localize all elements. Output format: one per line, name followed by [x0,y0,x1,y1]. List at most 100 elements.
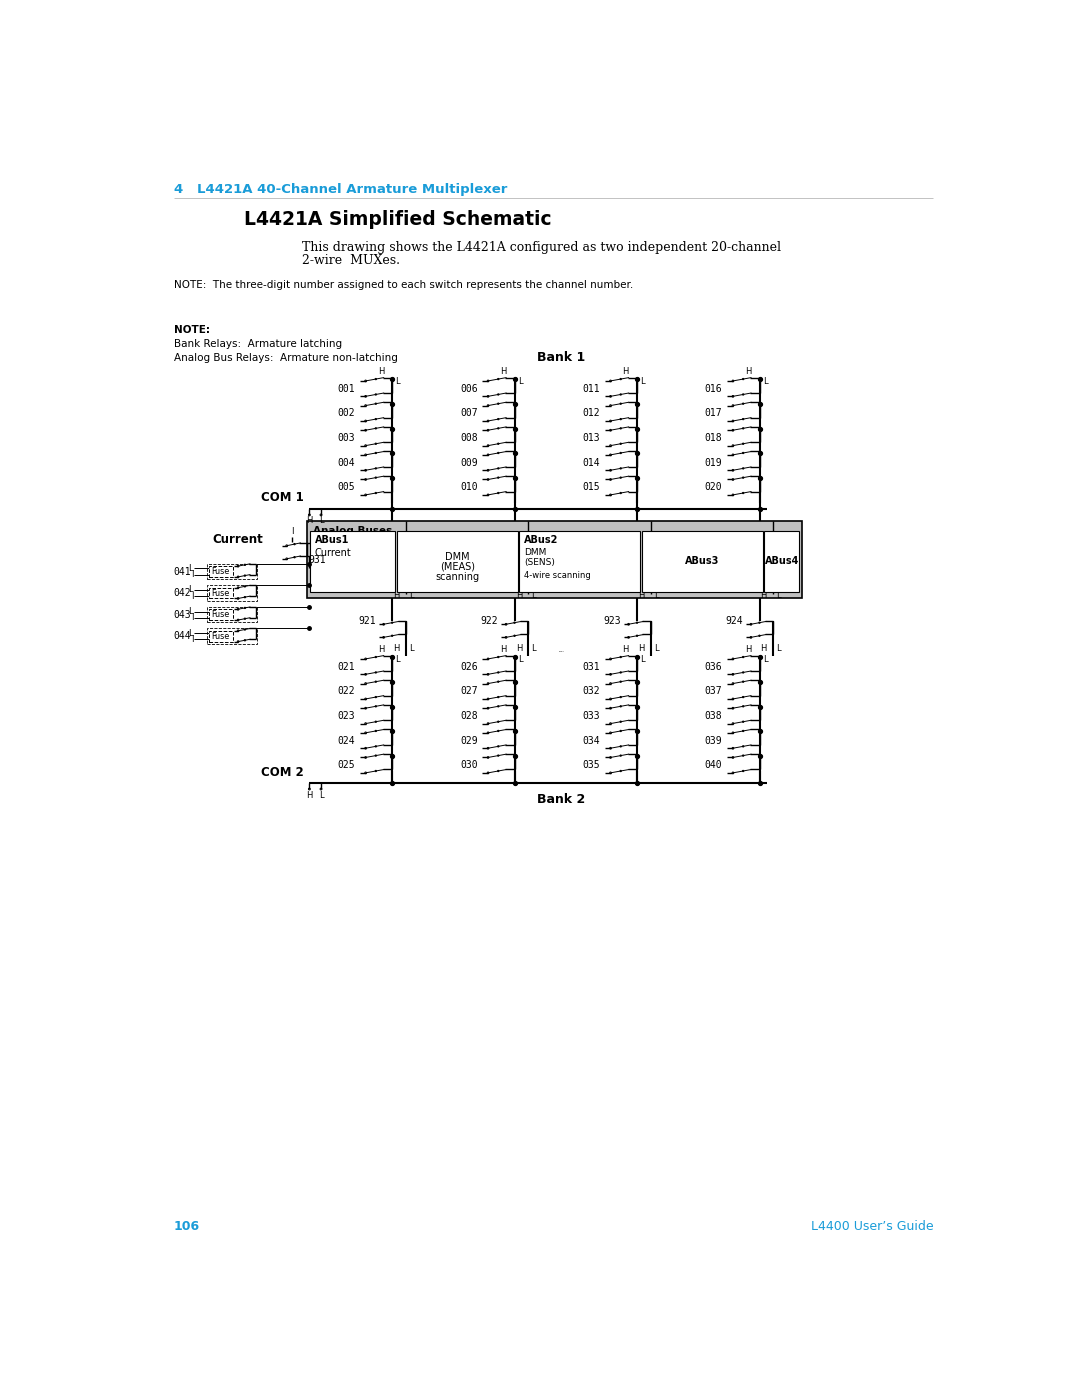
Text: 032: 032 [582,686,600,696]
Text: 004: 004 [337,458,355,468]
Bar [207,564,257,580]
Text: H: H [760,591,767,599]
Text: 923: 923 [603,616,621,626]
Text: scanning: scanning [435,571,480,583]
Text: 921: 921 [357,616,376,626]
Text: H: H [638,644,645,652]
Text: L: L [189,629,193,637]
Text: 025: 025 [337,760,355,770]
Text: 002: 002 [337,408,355,418]
Bar [397,531,517,592]
Text: 036: 036 [705,662,723,672]
Text: H: H [393,644,400,652]
Text: L: L [640,377,645,386]
Text: 029: 029 [460,735,477,746]
Text: 042: 042 [173,588,191,598]
Text: This drawing shows the L4421A configured as two independent 20-channel: This drawing shows the L4421A configured… [301,240,781,254]
Text: 018: 018 [705,433,723,443]
Text: 931: 931 [309,555,326,564]
Text: 031: 031 [582,662,600,672]
Text: 914: 914 [726,562,743,571]
Text: L: L [189,564,193,573]
Text: L: L [319,517,323,525]
Text: Current: Current [314,548,352,557]
Text: H: H [378,367,384,376]
Text: 024: 024 [337,735,355,746]
Text: L: L [409,591,414,599]
Text: COM 1: COM 1 [261,490,303,504]
Text: (SENS): (SENS) [524,559,555,567]
Text: ABus4: ABus4 [765,556,799,567]
Text: 006: 006 [460,384,477,394]
Text: L: L [777,644,781,652]
Text: 011: 011 [582,384,600,394]
Text: I: I [191,613,193,622]
Text: Fuse: Fuse [212,588,230,598]
Text: ABus2: ABus2 [524,535,558,545]
Text: 026: 026 [460,662,477,672]
Text: COM 2: COM 2 [261,767,303,780]
Bar [207,606,257,622]
Text: L: L [395,655,400,664]
Text: 4-wire scanning: 4-wire scanning [524,571,591,580]
Bar [208,588,233,598]
Text: 037: 037 [705,686,723,696]
Text: 911: 911 [357,562,376,571]
Text: H: H [622,367,629,376]
Text: 017: 017 [705,408,723,418]
Text: H: H [622,645,629,654]
Text: 040: 040 [705,760,723,770]
Text: H: H [307,791,312,799]
Text: L: L [189,608,193,616]
Bar [642,531,762,592]
Text: L: L [653,591,659,599]
Text: 019: 019 [705,458,723,468]
Text: Fuse: Fuse [212,567,230,576]
Text: L: L [653,644,659,652]
Bar [208,631,233,641]
Text: H: H [745,367,752,376]
Bar [207,585,257,601]
Bar [519,531,640,592]
Text: 922: 922 [481,616,498,626]
Text: Fuse: Fuse [212,631,230,641]
Text: 033: 033 [582,711,600,721]
Text: L: L [640,655,645,664]
Text: L: L [777,591,781,599]
Text: H: H [515,591,522,599]
Text: 003: 003 [337,433,355,443]
Text: Fuse: Fuse [212,610,230,619]
Text: DMM: DMM [524,548,546,556]
Text: 912: 912 [481,562,498,571]
Text: 014: 014 [582,458,600,468]
Text: L: L [762,377,768,386]
Text: 4: 4 [174,183,183,197]
Text: H: H [760,644,767,652]
Text: 013: 013 [582,433,600,443]
Text: NOTE:: NOTE: [174,326,210,335]
Bar [208,609,233,620]
Text: 009: 009 [460,458,477,468]
Bar [207,629,257,644]
Text: I: I [291,528,294,536]
Text: 2-wire  MUXes.: 2-wire MUXes. [301,254,400,267]
Text: 023: 023 [337,711,355,721]
Text: Bank 2: Bank 2 [537,793,585,806]
Text: 022: 022 [337,686,355,696]
Text: 027: 027 [460,686,477,696]
Text: L: L [762,655,768,664]
Text: 007: 007 [460,408,477,418]
Text: 010: 010 [460,482,477,492]
Text: L: L [531,644,536,652]
Text: 038: 038 [705,711,723,721]
Text: 016: 016 [705,384,723,394]
Text: L: L [517,655,523,664]
Text: H: H [745,645,752,654]
Text: H: H [378,645,384,654]
Text: L4421A 40-Channel Armature Multiplexer: L4421A 40-Channel Armature Multiplexer [197,183,508,197]
Text: 028: 028 [460,711,477,721]
Text: 106: 106 [174,1220,200,1234]
Text: 924: 924 [726,616,743,626]
Text: 008: 008 [460,433,477,443]
Text: L4400 User’s Guide: L4400 User’s Guide [811,1220,933,1234]
